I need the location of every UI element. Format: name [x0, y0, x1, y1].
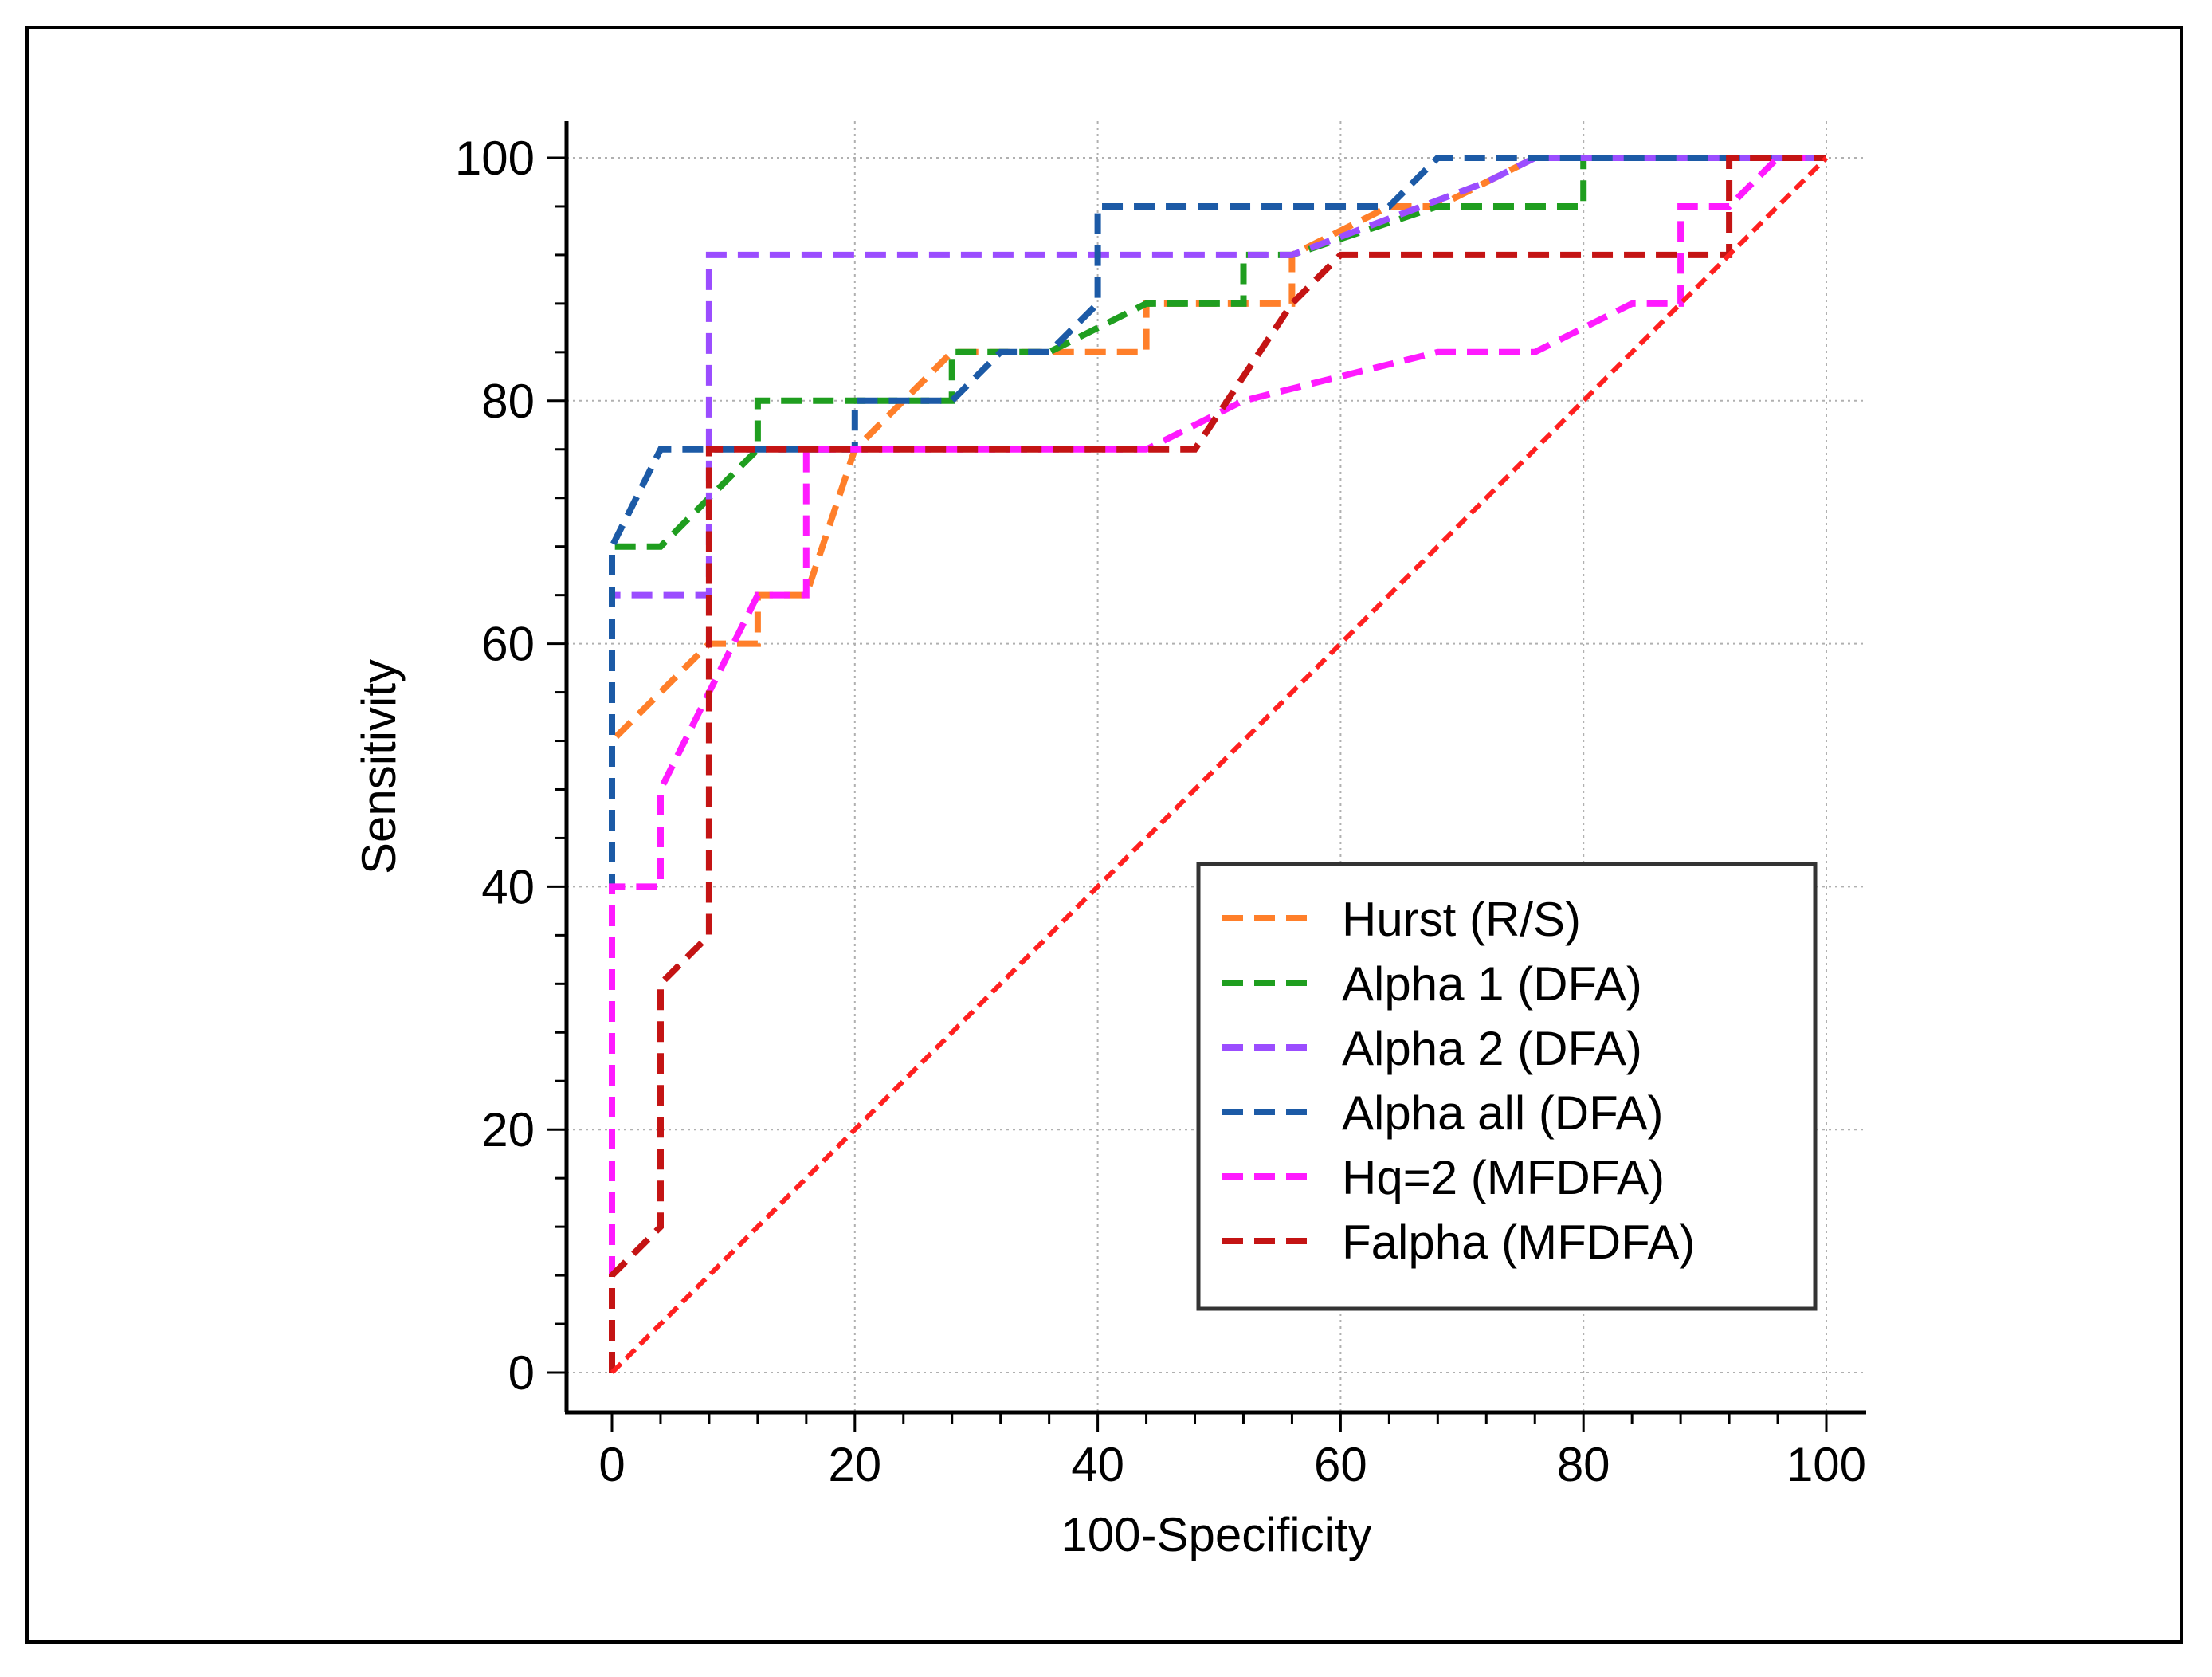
legend-label: Alpha 1 (DFA)	[1342, 957, 1642, 1011]
x-axis-label: 100-Specificity	[1061, 1508, 1371, 1561]
roc-chart: 0 20 40 60 80 100 0 20 40 60 80 100 100-Specificity…	[352, 121, 1866, 1561]
x-tick-label: 60	[1314, 1438, 1367, 1491]
series-line-4	[609, 155, 1826, 1373]
legend-label: Alpha 2 (DFA)	[1342, 1022, 1642, 1075]
x-tick-label: 80	[1557, 1438, 1610, 1491]
y-tick-label: 20	[481, 1103, 535, 1157]
legend-label: Alpha all (DFA)	[1342, 1086, 1663, 1140]
legend-label: Hq=2 (MFDFA)	[1342, 1151, 1665, 1204]
y-tick-label: 60	[481, 618, 535, 671]
y-tick-label: 0	[508, 1346, 535, 1400]
axes	[564, 121, 1866, 1415]
series-lines	[609, 155, 1829, 1375]
y-tick-label: 40	[481, 860, 535, 913]
legend: Hurst (R/S) Alpha 1 (DFA) Alpha 2 (DFA) Alp…	[1196, 862, 1818, 1311]
x-tick-label: 0	[598, 1438, 625, 1491]
y-axis-label: Sensitivity	[352, 659, 406, 874]
grid-lines	[567, 121, 1866, 1412]
series-line-6	[610, 155, 1829, 1375]
figure-frame: 0 20 40 60 80 100 0 20 40 60 80 100 100-Specificity…	[25, 26, 2183, 1644]
series-line-3	[609, 155, 1826, 1373]
ticks: 0 20 40 60 80 100 0 20 40 60 80 100	[455, 132, 1866, 1491]
x-tick-label: 100	[1786, 1438, 1866, 1491]
y-tick-label: 80	[481, 375, 535, 428]
x-tick-label: 40	[1071, 1438, 1124, 1491]
legend-box	[1196, 862, 1818, 1311]
y-tick-label: 100	[455, 132, 535, 185]
legend-label: Hurst (R/S)	[1342, 893, 1581, 946]
legend-label: Falpha (MFDFA)	[1342, 1216, 1695, 1269]
series-line-2	[609, 155, 1826, 1373]
x-tick-label: 20	[828, 1438, 881, 1491]
